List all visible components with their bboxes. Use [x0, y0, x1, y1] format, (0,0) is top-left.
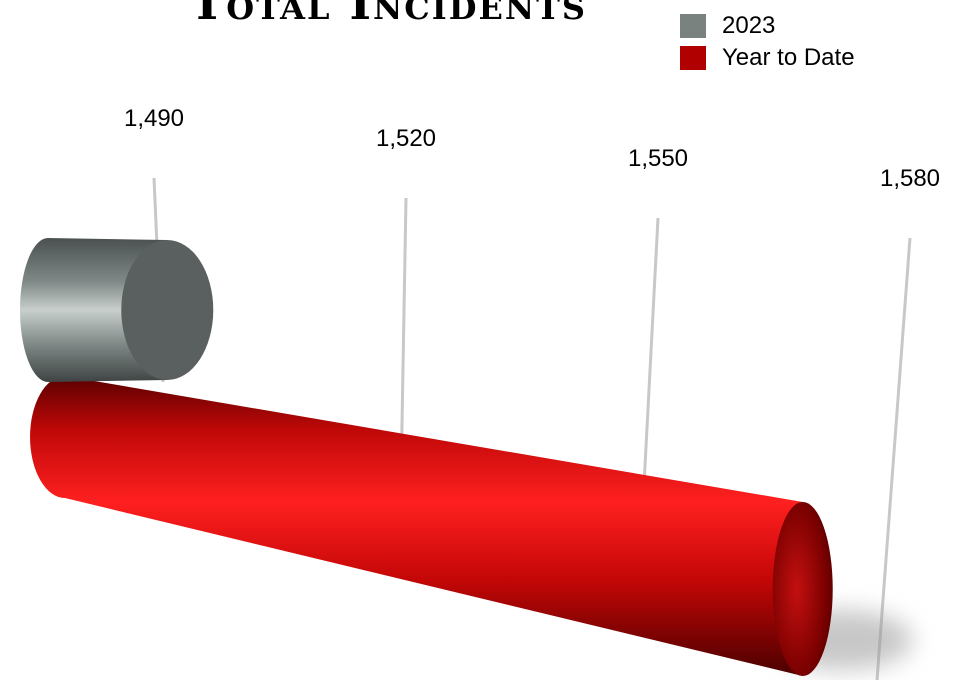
bar-2023-cap	[121, 240, 214, 380]
legend-item-year-to-date: Year to Date	[680, 42, 855, 74]
legend-swatch-year-to-date	[680, 46, 706, 70]
tick-label: 1,520	[376, 125, 436, 152]
tick-label: 1,550	[628, 145, 688, 172]
legend: 2023 Year to Date	[680, 10, 855, 74]
legend-item-2023: 2023	[680, 10, 855, 42]
tick-labels: 1,490 1,520 1,550 1,580	[124, 105, 940, 192]
tick-label: 1,490	[124, 105, 184, 132]
chart-title: Total Incidents	[190, 0, 588, 30]
bar-year-to-date	[30, 376, 803, 676]
bar-year-to-date-cap	[772, 502, 833, 676]
tick-label: 1,580	[880, 165, 940, 192]
legend-label-year-to-date: Year to Date	[722, 44, 855, 71]
legend-label-2023: 2023	[722, 12, 776, 39]
gridline	[875, 237, 912, 680]
legend-swatch-2023	[680, 14, 706, 38]
bars-layer	[20, 238, 913, 676]
